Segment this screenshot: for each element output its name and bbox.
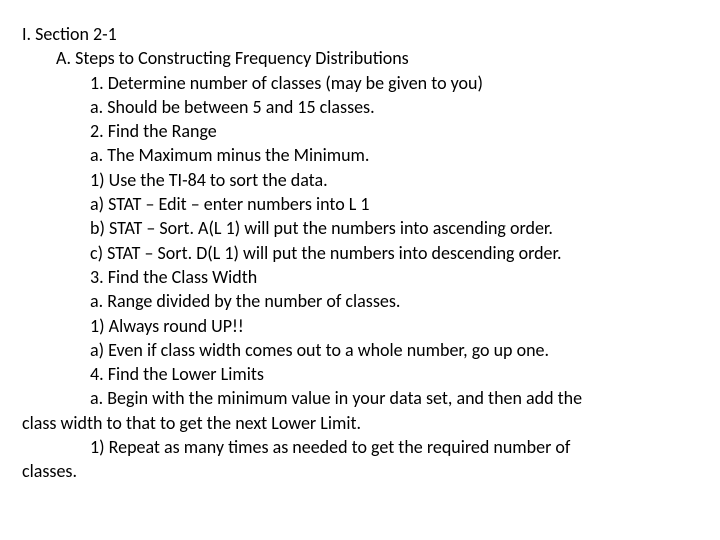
document-page: I. Section 2-1 A. Steps to Constructing …	[0, 0, 720, 506]
outline-line: I. Section 2-1	[22, 22, 692, 46]
outline-line: classes.	[22, 459, 692, 483]
outline-line: b) STAT – Sort. A(L 1) will put the numb…	[22, 216, 692, 240]
outline-line: a. Begin with the minimum value in your …	[22, 386, 692, 410]
outline-line: 2. Find the Range	[22, 119, 692, 143]
outline-line: 1. Determine number of classes (may be g…	[22, 71, 692, 95]
outline-line: 1) Always round UP!!	[22, 314, 692, 338]
outline-line: 1) Repeat as many times as needed to get…	[22, 435, 692, 459]
outline-line: 4. Find the Lower Limits	[22, 362, 692, 386]
outline-line: class width to that to get the next Lowe…	[22, 411, 692, 435]
outline-line: 3. Find the Class Width	[22, 265, 692, 289]
outline-line: a. The Maximum minus the Minimum.	[22, 143, 692, 167]
outline-line: c) STAT – Sort. D(L 1) will put the numb…	[22, 241, 692, 265]
outline-line: a. Should be between 5 and 15 classes.	[22, 95, 692, 119]
outline-line: a) Even if class width comes out to a wh…	[22, 338, 692, 362]
outline-line: 1) Use the TI-84 to sort the data.	[22, 168, 692, 192]
outline-line: A. Steps to Constructing Frequency Distr…	[22, 46, 692, 70]
outline-line: a) STAT – Edit – enter numbers into L 1	[22, 192, 692, 216]
outline-line: a. Range divided by the number of classe…	[22, 289, 692, 313]
